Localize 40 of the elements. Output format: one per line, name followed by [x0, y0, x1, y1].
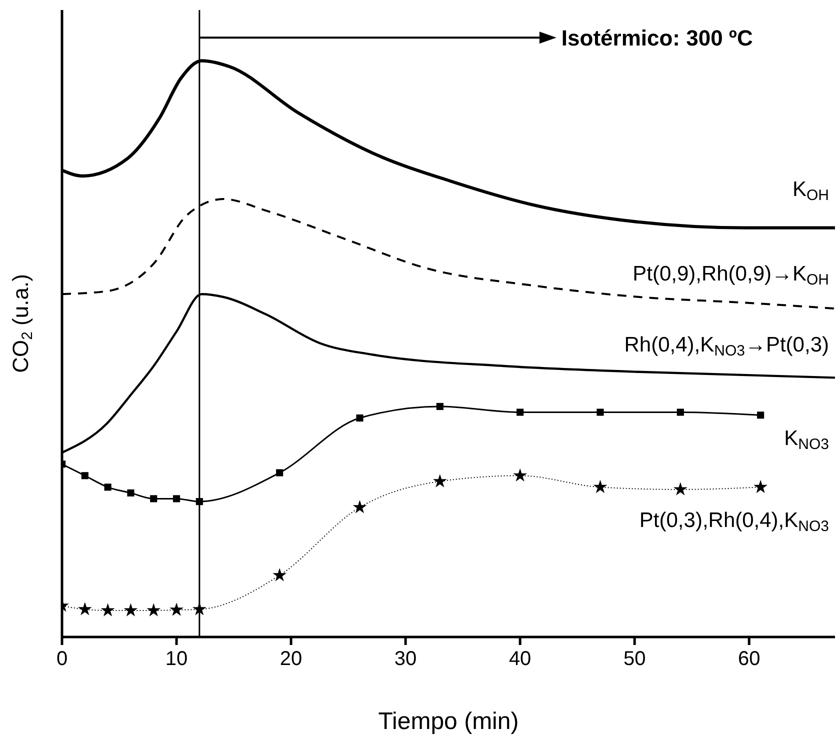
x-tick-label: 30	[394, 648, 417, 670]
point	[272, 568, 287, 582]
series-label: Pt(0,3),Rh(0,4),K$_{NO3}$	[639, 509, 829, 535]
text: Isotérmico: 300 ºC	[561, 26, 753, 51]
point	[673, 482, 688, 496]
point	[513, 468, 528, 482]
x-tick-label: 40	[508, 648, 532, 670]
point	[170, 602, 184, 616]
point	[676, 408, 684, 416]
point	[436, 402, 444, 410]
point	[127, 489, 134, 496]
series-label: K$_{OH}$	[792, 178, 829, 204]
point	[276, 469, 284, 476]
point	[356, 414, 364, 422]
point	[100, 603, 115, 616]
point	[593, 480, 608, 494]
x-axis-title: Tiempo (min)	[378, 708, 519, 735]
point	[432, 474, 447, 488]
series-label: Pt(0,9),Rh(0,9)→K$_{OH}$	[632, 262, 829, 288]
point	[124, 603, 138, 616]
x-tick-label: 60	[738, 648, 760, 670]
point	[81, 472, 88, 480]
point	[172, 495, 180, 502]
point	[754, 480, 768, 494]
point	[596, 408, 604, 416]
series-label: Rh(0,4),K$_{NO3}$→Pt(0,3)	[624, 334, 829, 360]
point	[352, 500, 367, 514]
point	[196, 498, 203, 506]
point	[192, 602, 206, 616]
point	[757, 412, 764, 419]
point	[104, 484, 112, 491]
x-tick-label: 0	[56, 648, 68, 670]
x-tick-label: 50	[623, 648, 646, 670]
point	[78, 602, 92, 616]
point	[146, 603, 161, 616]
point	[516, 408, 524, 416]
x-tick-label: 10	[165, 648, 188, 670]
series-label: K$_{NO3}$	[784, 427, 829, 453]
point	[150, 495, 158, 502]
x-tick-label: 20	[280, 648, 302, 670]
